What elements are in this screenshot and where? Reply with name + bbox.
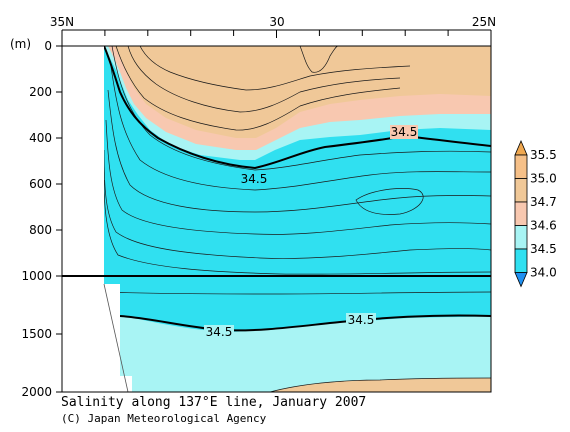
legend-level-label: 35.0 — [530, 172, 557, 186]
contour-label-1: 34.5 — [391, 125, 418, 139]
legend-level-label: 34.5 — [530, 242, 557, 256]
salty-water-region — [114, 46, 491, 138]
legend-level-label: 35.5 — [530, 148, 557, 162]
contour-label-4: 34.5 — [206, 325, 233, 339]
y-tick-label: 800 — [29, 223, 52, 237]
upper-no-data — [62, 46, 104, 276]
y-tick-label: 1000 — [21, 269, 52, 283]
legend-level-label: 34.7 — [530, 195, 557, 209]
lower-panel-field: 34.5 34.5 — [103, 276, 491, 392]
x-minor-ticks — [61, 30, 492, 38]
y-tick-label: 200 — [29, 85, 52, 99]
y-tick-label: 1500 — [21, 327, 52, 341]
thin-contours — [103, 46, 491, 275]
x-tick-label-30: 30 — [269, 15, 284, 29]
lower-no-data — [62, 276, 132, 392]
legend-swatch — [514, 248, 528, 273]
legend-swatch — [514, 225, 528, 250]
y-tick-label: 0 — [44, 39, 52, 53]
x-tick-label-25n: 25N — [472, 15, 496, 29]
y-axis-labels: 0 200 400 600 800 1000 1500 2000 — [21, 39, 52, 399]
plot-frame — [61, 45, 492, 393]
legend-swatch — [514, 154, 528, 179]
legend-level-label: 34.0 — [530, 266, 557, 280]
contour-label-3: 34.5 — [348, 313, 375, 327]
legend-swatch — [514, 201, 528, 226]
y-axis-ticks — [56, 45, 62, 393]
lower-edge-line — [103, 283, 129, 393]
lower-salty-region — [270, 378, 491, 392]
y-tick-label: 400 — [29, 131, 52, 145]
upper-panel-field: 34.5 34.5 — [103, 46, 491, 276]
legend-colorbar: 35.5 35.0 34.7 34.6 34.5 34.0 — [514, 139, 557, 288]
contour-label-bg-3 — [346, 313, 376, 327]
chart-credit: (C) Japan Meteorological Agency — [61, 412, 267, 425]
legend-top-arrow — [514, 139, 528, 156]
contour-label-bg-1 — [390, 125, 418, 139]
shallow-contours — [115, 46, 411, 131]
chart-title: Salinity along 137°E line, January 2007 — [61, 395, 367, 410]
legend-swatch — [514, 178, 528, 203]
contour-label-2: 34.5 — [241, 172, 268, 186]
legend-bottom-arrow — [514, 272, 528, 288]
y-tick-label: 2000 — [21, 385, 52, 399]
thick-contour-34-5-lower — [119, 314, 491, 332]
y-axis-unit: (m) — [10, 37, 31, 51]
y-tick-label: 600 — [29, 177, 52, 191]
x-tick-label-35n: 35N — [50, 15, 74, 29]
contour-label-bg-2 — [240, 172, 268, 186]
legend-level-label: 34.6 — [530, 219, 557, 233]
lower-thin-contours — [103, 291, 491, 392]
contour-label-bg-4 — [204, 325, 234, 339]
